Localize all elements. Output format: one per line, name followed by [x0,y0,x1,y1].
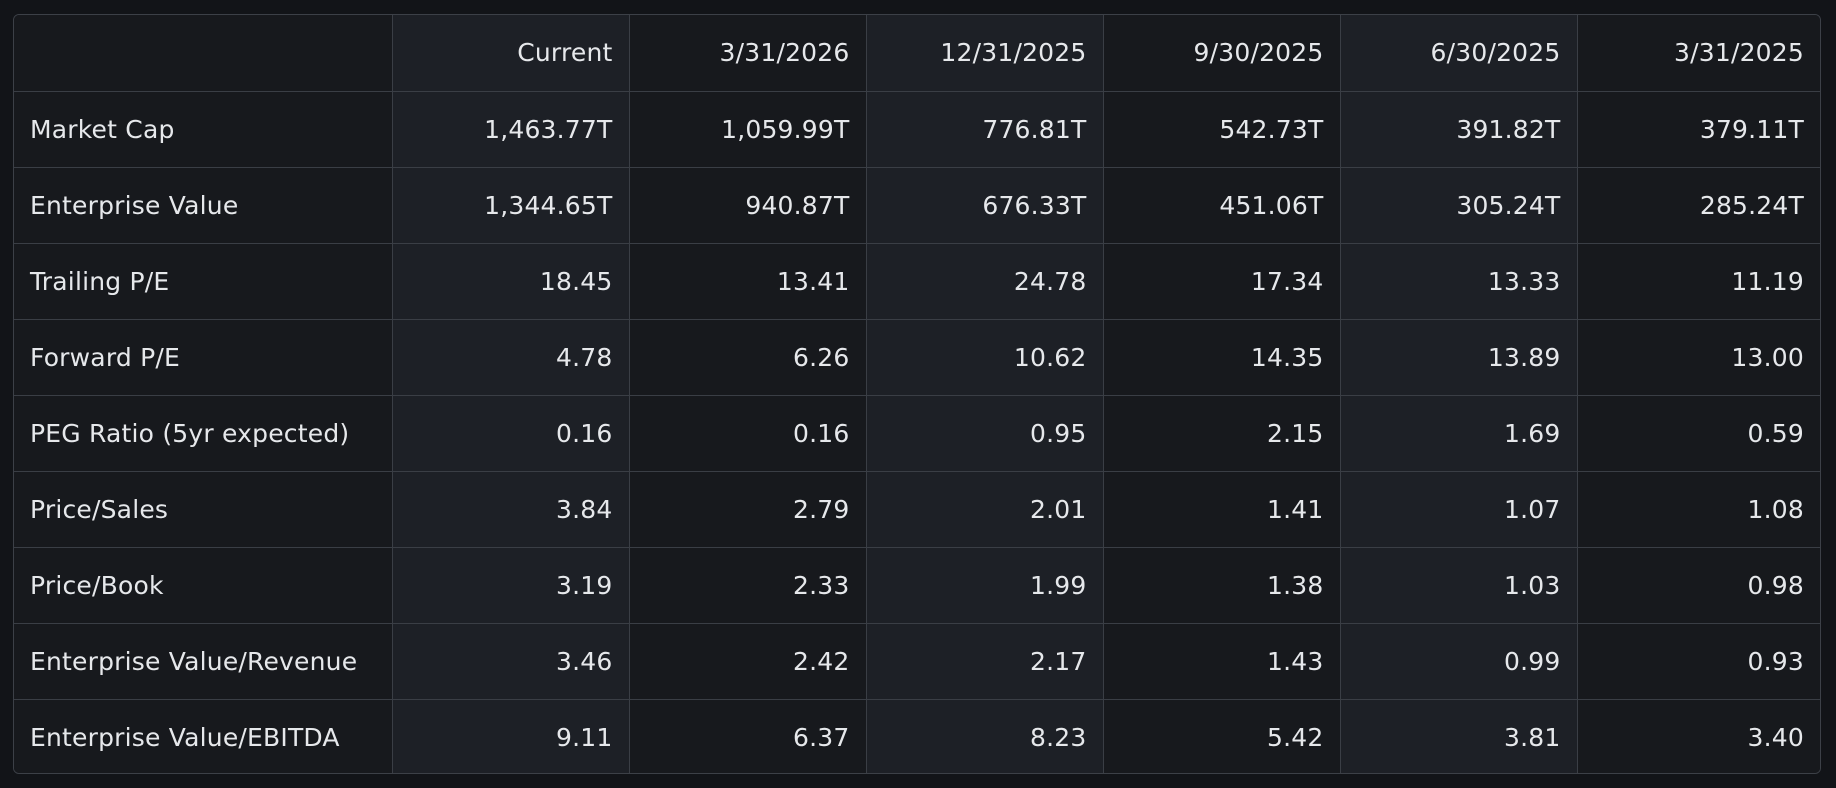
table-row: Enterprise Value 1,344.65T 940.87T 676.33T 4… [14,166,1820,244]
table-cell: 2.15 [1102,394,1341,472]
column-header-5: 6/30/2025 [1339,15,1578,92]
table-row: Enterprise Value/EBITDA 9.11 6.37 8.23 5.42 3… [14,698,1820,773]
table-cell: 3.46 [391,622,630,700]
table-cell: 5.42 [1102,698,1341,773]
column-header-3: 12/31/2025 [865,15,1104,92]
table-cell: 305.24T [1339,166,1578,244]
row-label: Enterprise Value/Revenue [14,622,393,700]
table-cell: 0.95 [865,394,1104,472]
table-cell: 4.78 [391,318,630,396]
column-header-1: Current [391,15,630,92]
valuation-measures-table: Current 3/31/2026 12/31/2025 9/30/2025 6/30/… [14,15,1820,773]
table-cell: 17.34 [1102,242,1341,320]
table-cell: 0.93 [1576,622,1820,700]
table-cell: 6.26 [628,318,867,396]
row-label: Enterprise Value/EBITDA [14,698,393,773]
table-cell: 391.82T [1339,90,1578,168]
table-cell: 1.08 [1576,470,1820,548]
table-cell: 451.06T [1102,166,1341,244]
table-cell: 1,059.99T [628,90,867,168]
table-cell: 3.40 [1576,698,1820,773]
row-label: PEG Ratio (5yr expected) [14,394,393,472]
table-cell: 776.81T [865,90,1104,168]
table-cell: 13.00 [1576,318,1820,396]
column-header-4: 9/30/2025 [1102,15,1341,92]
row-label: Enterprise Value [14,166,393,244]
table-cell: 1,344.65T [391,166,630,244]
table-row: Forward P/E 4.78 6.26 10.62 14.35 13.89 13.00 [14,318,1820,396]
table-cell: 1.41 [1102,470,1341,548]
column-header-6: 3/31/2025 [1576,15,1820,92]
table-row: Trailing P/E 18.45 13.41 24.78 17.34 13.33 11.… [14,242,1820,320]
table-cell: 940.87T [628,166,867,244]
row-label: Price/Book [14,546,393,624]
table-cell: 1.03 [1339,546,1578,624]
header-corner-cell [14,15,393,92]
table-cell: 2.79 [628,470,867,548]
table-cell: 9.11 [391,698,630,773]
table-cell: 13.41 [628,242,867,320]
table-cell: 0.59 [1576,394,1820,472]
table-cell: 542.73T [1102,90,1341,168]
table-cell: 8.23 [865,698,1104,773]
table-cell: 676.33T [865,166,1104,244]
table-cell: 285.24T [1576,166,1820,244]
table-cell: 24.78 [865,242,1104,320]
table-cell: 18.45 [391,242,630,320]
table-row: PEG Ratio (5yr expected) 0.16 0.16 0.95 2.15… [14,394,1820,472]
table-cell: 13.33 [1339,242,1578,320]
table-cell: 3.81 [1339,698,1578,773]
table-cell: 0.16 [391,394,630,472]
header-row: Current 3/31/2026 12/31/2025 9/30/2025 6/30/… [14,15,1820,92]
table-cell: 3.84 [391,470,630,548]
row-label: Market Cap [14,90,393,168]
column-header-2: 3/31/2026 [628,15,867,92]
table-cell: 0.99 [1339,622,1578,700]
table-cell: 13.89 [1339,318,1578,396]
table-header: Current 3/31/2026 12/31/2025 9/30/2025 6/30/… [14,15,1820,92]
table-cell: 1,463.77T [391,90,630,168]
row-label: Trailing P/E [14,242,393,320]
row-label: Price/Sales [14,470,393,548]
table-cell: 0.98 [1576,546,1820,624]
valuation-measures-table-container: Current 3/31/2026 12/31/2025 9/30/2025 6/30/… [13,14,1821,774]
row-label: Forward P/E [14,318,393,396]
table-cell: 1.69 [1339,394,1578,472]
table-body: Market Cap 1,463.77T 1,059.99T 776.81T 542.7… [14,90,1820,773]
table-cell: 1.99 [865,546,1104,624]
table-cell: 2.33 [628,546,867,624]
table-row: Price/Sales 3.84 2.79 2.01 1.41 1.07 1.08 [14,470,1820,548]
table-cell: 11.19 [1576,242,1820,320]
table-cell: 2.17 [865,622,1104,700]
table-cell: 2.42 [628,622,867,700]
table-cell: 1.38 [1102,546,1341,624]
table-cell: 0.16 [628,394,867,472]
table-cell: 379.11T [1576,90,1820,168]
table-cell: 3.19 [391,546,630,624]
table-row: Price/Book 3.19 2.33 1.99 1.38 1.03 0.98 [14,546,1820,624]
table-cell: 14.35 [1102,318,1341,396]
table-cell: 6.37 [628,698,867,773]
table-row: Enterprise Value/Revenue 3.46 2.42 2.17 1.43… [14,622,1820,700]
table-cell: 1.07 [1339,470,1578,548]
table-cell: 1.43 [1102,622,1341,700]
table-row: Market Cap 1,463.77T 1,059.99T 776.81T 542.7… [14,90,1820,168]
table-cell: 10.62 [865,318,1104,396]
table-cell: 2.01 [865,470,1104,548]
